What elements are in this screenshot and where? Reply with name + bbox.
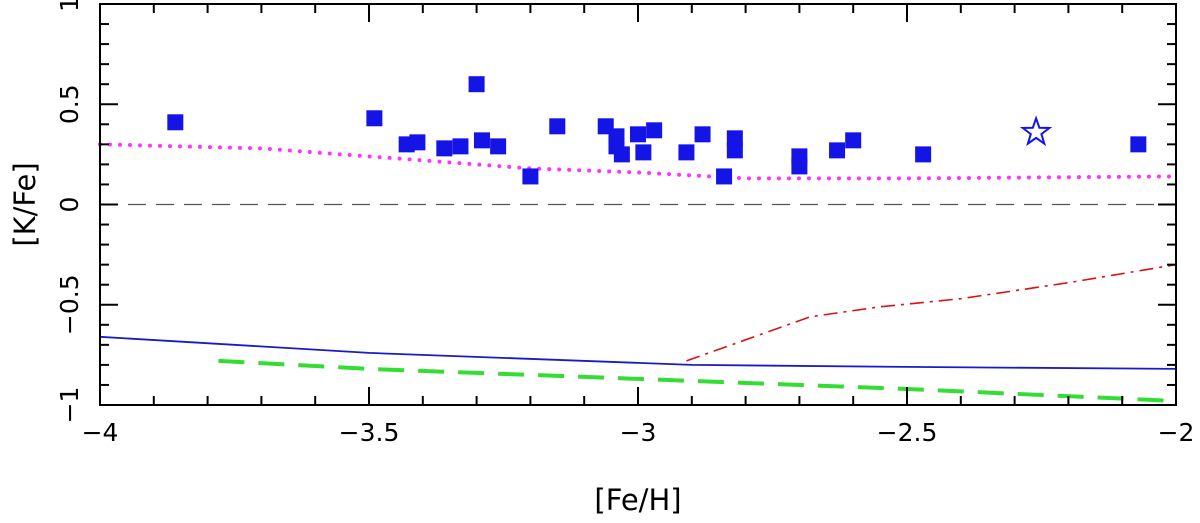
y-tick-label: 0.5 — [55, 84, 84, 124]
data-point-square — [473, 132, 490, 149]
data-point-square — [915, 146, 932, 163]
x-tick-label: −2 — [1158, 418, 1195, 447]
y-tick-label: 1 — [55, 0, 84, 12]
green-dashed-curve — [218, 358, 1177, 403]
y-tick-label: −0.5 — [55, 274, 84, 335]
data-point-square — [635, 144, 652, 161]
data-point-square — [726, 142, 743, 159]
tick-labels: −4 −3.5 −3 −2.5 −2 −1 −0.5 0 0.5 1 — [55, 0, 1194, 447]
data-point-square — [646, 122, 663, 139]
data-point-square — [791, 158, 808, 175]
magenta-dotted-curve — [98, 142, 1178, 181]
data-point-square — [630, 126, 646, 143]
data-point-square — [522, 168, 539, 185]
x-tick-label: −2.5 — [877, 418, 938, 447]
data-point-square — [366, 110, 383, 127]
data-point-square — [845, 132, 862, 149]
data-point-square — [468, 76, 485, 93]
plot-frame — [99, 3, 1177, 406]
data-point-square — [1130, 136, 1147, 153]
x-tick-label: −3 — [620, 418, 657, 447]
data-point-square — [694, 126, 711, 143]
data-point-square — [726, 130, 743, 147]
y-axis-title: [K/Fe] — [8, 162, 42, 246]
y-tick-label: 0 — [55, 197, 84, 213]
data-point-square — [167, 114, 184, 131]
red-dashdot-curve — [686, 263, 1177, 362]
data-point-square — [613, 146, 630, 163]
data-point-square — [716, 168, 733, 185]
model-curves — [98, 142, 1178, 403]
x-tick-label: −3.5 — [339, 418, 400, 447]
y-tick-label: −1 — [55, 387, 84, 424]
data-point-square — [829, 142, 846, 159]
x-axis-title: [Fe/H] — [594, 483, 681, 517]
data-point-square — [452, 138, 469, 155]
data-point-square — [549, 118, 566, 135]
data-point-square — [436, 140, 453, 157]
data-point-square — [409, 134, 426, 151]
data-points — [167, 76, 1147, 185]
data-point-square — [490, 138, 507, 155]
data-point-square — [678, 144, 695, 161]
data-point-star — [1019, 115, 1053, 147]
x-tick-label: −4 — [82, 418, 119, 447]
blue-solid-curve — [99, 335, 1177, 370]
